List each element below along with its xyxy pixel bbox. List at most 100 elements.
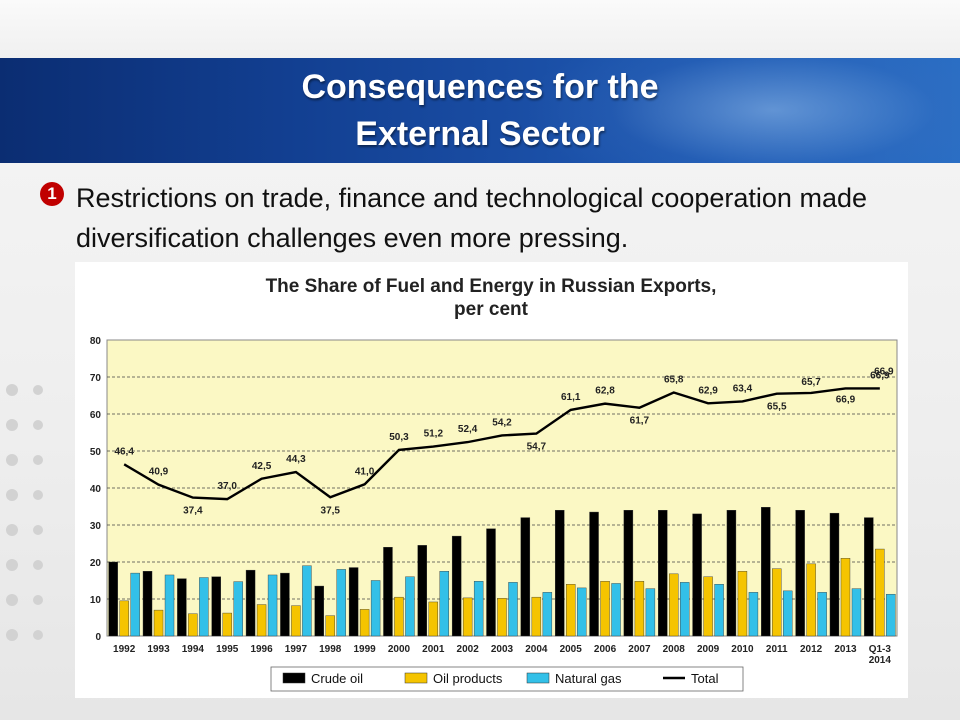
- bar-oil-products: [875, 548, 885, 637]
- x-tick-label: 2009: [697, 644, 720, 655]
- chart-subtitle: per cent: [454, 299, 529, 320]
- total-data-label: 44,3: [286, 454, 306, 465]
- bar-crude-oil: [348, 567, 359, 637]
- bar-crude-oil: [829, 512, 840, 637]
- bar-crude-oil: [623, 509, 634, 637]
- total-line-series: 46,4 40,9 37,4 37,0 42,5 44,3 37,5 41,0 50,3 51,2…: [114, 366, 894, 516]
- total-data-label: 37,0: [217, 481, 237, 492]
- total-data-label: 41,0: [355, 466, 375, 477]
- y-axis: 0 10 20 30 40 50 60 70 80: [90, 336, 102, 643]
- bar-crude-oil: [554, 509, 565, 637]
- bar-oil-products: [840, 558, 851, 637]
- bar-oil-products: [119, 600, 129, 637]
- legend-label: Crude oil: [311, 671, 363, 686]
- total-data-label: 65,5: [767, 402, 787, 413]
- bar-oil-products: [428, 601, 439, 637]
- bar-crude-oil: [589, 511, 599, 637]
- total-data-label: 37,5: [321, 505, 341, 516]
- x-tick-label: 1992: [113, 644, 136, 655]
- bar-oil-products: [497, 598, 507, 637]
- bar-crude-oil: [486, 528, 496, 637]
- bar-natural-gas: [714, 584, 724, 637]
- x-tick-label: 1995: [216, 644, 239, 655]
- total-data-label: 54,7: [527, 442, 547, 453]
- top-strip: [0, 0, 960, 58]
- bar-crude-oil: [245, 569, 256, 637]
- y-tick-label: 30: [90, 521, 102, 532]
- bar-crude-oil: [108, 561, 118, 637]
- total-data-label: 46,4: [114, 446, 134, 457]
- total-data-label: 54,2: [492, 417, 512, 428]
- x-tick-label: 2013: [834, 644, 857, 655]
- bar-natural-gas: [473, 581, 484, 637]
- bar-crude-oil: [795, 509, 805, 637]
- bar-natural-gas: [267, 574, 278, 637]
- numbered-bullet-icon: 1: [40, 182, 64, 206]
- total-line: [123, 387, 880, 501]
- y-tick-label: 60: [90, 410, 102, 421]
- bar-oil-products: [772, 568, 782, 637]
- total-data-label: 51,2: [424, 429, 444, 440]
- x-tick-label: 1993: [147, 644, 170, 655]
- bar-oil-products: [565, 584, 576, 637]
- legend-label: Natural gas: [555, 671, 622, 686]
- x-tick-label: 2010: [731, 644, 754, 655]
- bar-oil-products: [153, 609, 164, 637]
- bar-series: [108, 507, 896, 637]
- x-tick-label: 2007: [628, 644, 651, 655]
- bar-crude-oil: [383, 547, 393, 637]
- bar-natural-gas: [748, 592, 759, 637]
- y-tick-label: 20: [90, 558, 102, 569]
- bar-oil-products: [188, 613, 198, 637]
- bar-natural-gas: [645, 588, 656, 637]
- bar-natural-gas: [611, 583, 621, 637]
- bar-crude-oil: [314, 585, 324, 637]
- bar-crude-oil: [726, 509, 737, 637]
- bar-natural-gas: [302, 565, 312, 637]
- x-tick-label: Q1-3: [869, 644, 892, 655]
- total-data-label: 66,9: [870, 370, 890, 381]
- bar-natural-gas: [851, 588, 862, 637]
- x-tick-label: 1996: [250, 644, 273, 655]
- bar-natural-gas: [508, 582, 518, 637]
- bar-oil-products: [531, 596, 542, 637]
- bar-crude-oil: [280, 572, 290, 637]
- x-axis: 1992 1993 1994 1995 1996 1997 1998 1999 2000 2001…: [113, 644, 891, 666]
- bar-oil-products: [669, 573, 679, 637]
- total-data-label: 62,9: [698, 385, 718, 396]
- bar-natural-gas: [542, 592, 553, 637]
- bar-crude-oil: [761, 507, 771, 637]
- bar-natural-gas: [886, 593, 896, 637]
- total-data-label-extra: 66,9: [874, 366, 894, 377]
- bar-crude-oil: [177, 578, 187, 637]
- fuel-energy-chart: The Share of Fuel and Energy in Russian …: [90, 276, 898, 692]
- total-data-label: 50,3: [389, 432, 409, 443]
- bar-oil-products: [359, 609, 370, 637]
- bar-crude-oil: [520, 517, 531, 637]
- bar-crude-oil: [142, 571, 153, 637]
- chart-title: The Share of Fuel and Energy in Russian …: [266, 276, 717, 297]
- slide-title: Consequences for the External Sector: [0, 64, 960, 158]
- x-tick-label: 2011: [766, 644, 788, 655]
- bar-natural-gas: [817, 592, 827, 637]
- bar-oil-products: [600, 581, 610, 637]
- x-tick-label: 1998: [319, 644, 342, 655]
- globe-graphic: [520, 58, 960, 163]
- total-data-label: 42,5: [252, 461, 272, 472]
- x-tick-label: 2000: [388, 644, 411, 655]
- bar-oil-products: [291, 605, 301, 637]
- x-tick-label: 2001: [422, 644, 445, 655]
- legend-swatch: [282, 672, 306, 684]
- bar-natural-gas: [405, 576, 415, 637]
- bar-oil-products: [737, 571, 748, 637]
- total-data-label: 52,4: [458, 424, 478, 435]
- x-tick-label: 2006: [594, 644, 617, 655]
- bar-oil-products: [806, 563, 816, 637]
- total-data-label: 62,8: [595, 386, 615, 397]
- total-data-label: 61,1: [561, 392, 581, 403]
- x-tick-label: 1997: [285, 644, 308, 655]
- x-tick-label: 2012: [800, 644, 823, 655]
- y-tick-label: 80: [90, 336, 102, 347]
- total-data-label: 65,7: [801, 377, 821, 388]
- chart-container: The Share of Fuel and Energy in Russian …: [75, 262, 908, 698]
